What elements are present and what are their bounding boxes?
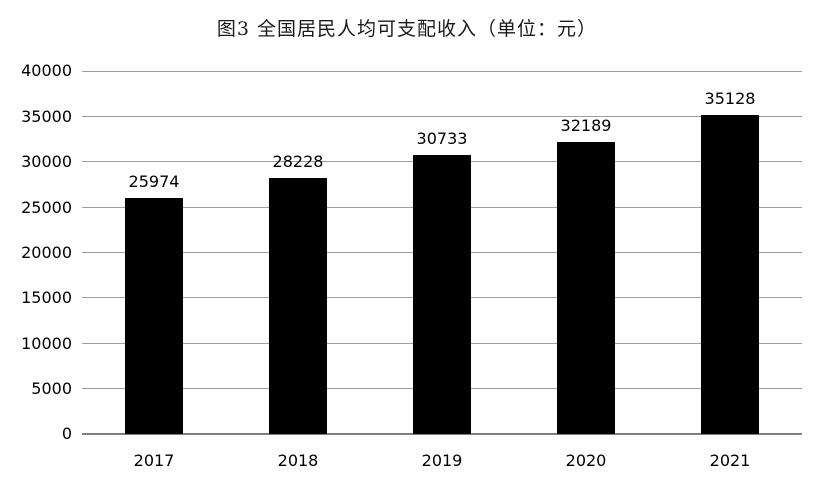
gridline — [82, 70, 802, 72]
x-tick-label: 2019 — [421, 451, 463, 470]
bar-value-label: 32189 — [560, 115, 612, 135]
gridline — [82, 115, 802, 117]
y-tick-label: 10000 — [21, 333, 72, 353]
bar-2018 — [269, 177, 327, 434]
bar-value-label: 28228 — [272, 151, 324, 171]
y-tick-label: 20000 — [21, 242, 72, 262]
bar-2017 — [125, 198, 183, 434]
x-tick-label: 2017 — [133, 451, 175, 470]
x-axis-line — [82, 433, 802, 435]
x-tick-label: 2021 — [709, 451, 751, 470]
x-tick-label: 2018 — [277, 451, 319, 470]
bar-2020 — [557, 141, 615, 434]
y-tick-label: 5000 — [31, 378, 72, 398]
chart-title: 图3 全国居民人均可支配收入（单位：元） — [216, 18, 598, 40]
bar-value-label: 35128 — [704, 89, 756, 109]
bar-value-label: 25974 — [128, 172, 180, 192]
y-tick-label: 35000 — [21, 106, 72, 126]
bar-2021 — [701, 115, 759, 434]
y-tick-label: 30000 — [21, 151, 72, 171]
y-tick-label: 40000 — [21, 61, 72, 81]
plot-area: 0 5000 10000 15000 20000 25000 30000 35000 40000… — [21, 62, 802, 470]
x-tick-label: 2020 — [565, 451, 607, 470]
y-tick-label: 0 — [61, 424, 72, 444]
bar-2019 — [413, 155, 471, 434]
bar-value-label: 30733 — [416, 129, 468, 149]
y-tick-label: 25000 — [21, 197, 72, 217]
y-tick-label: 15000 — [21, 288, 72, 308]
